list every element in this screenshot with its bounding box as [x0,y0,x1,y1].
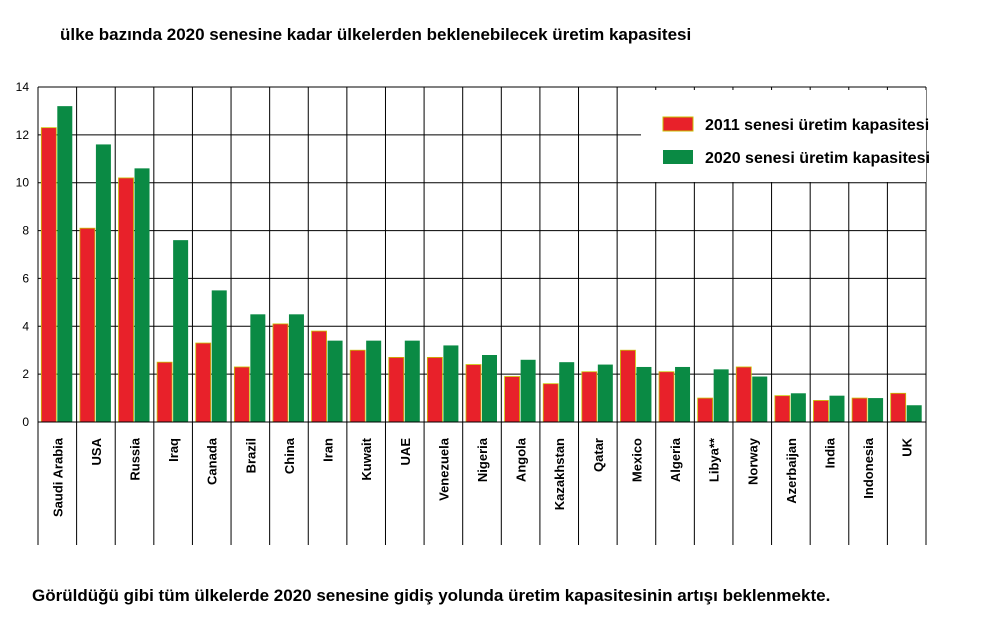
x-tick-label: UK [900,437,915,456]
bar-2011-iraq [156,361,173,423]
bar-2020-kazakhstan [559,362,575,422]
x-tick-label: Kuwait [359,437,374,480]
caption-text: Görüldüğü gibi tüm ülkelerde 2020 senesi… [32,586,831,605]
bar-2020-india [829,395,845,422]
bar-2011-china [272,323,289,423]
x-axis-ticks: Saudi Arabia USA Russia Iraq Canada Brazil Chi… [50,437,914,517]
bar-2011-azerbaijan [774,395,791,423]
bar-2020-canada [211,290,227,422]
bar-2020-libya- [713,369,729,422]
x-tick-label: China [282,437,297,474]
bar-2011-mexico [620,349,636,423]
bar-2011-uk [890,392,907,423]
bar-2011-indonesia [851,397,868,423]
bar-2020-uae [404,340,420,422]
bar-2011-iran [311,330,327,423]
bar-2020-venezuela [443,345,459,422]
bar-2011-norway [735,366,752,423]
legend-swatch-2011 [662,116,694,132]
x-tick-label: Venezuela [436,437,451,501]
x-tick-label: Algeria [668,437,683,482]
bar-2020-azerbaijan [790,393,806,422]
bar-2020-qatar [597,364,613,422]
x-tick-label: India [822,437,837,468]
y-tick-label: 10 [16,176,30,190]
y-tick-label: 4 [22,319,29,333]
bar-2020-usa [95,144,111,422]
bar-2011-brazil [233,366,250,423]
bar-2011-nigeria [465,364,482,423]
bar-2011-venezuela [426,356,443,423]
x-tick-label: Norway [745,437,760,485]
x-tick-label: Kazakhstan [552,438,567,510]
bar-2011-libya- [697,397,714,423]
bar-2011-qatar [581,371,598,423]
bar-2011-canada [195,342,212,423]
bars [40,106,922,423]
bar-2020-algeria [675,366,691,422]
x-tick-label: Azerbaijan [784,438,799,504]
axes [37,87,926,545]
bar-2020-indonesia [868,398,884,422]
y-tick-label: 12 [16,128,30,142]
legend-label-2011: 2011 senesi üretim kapasitesi [705,117,929,134]
bar-2011-angola [504,376,521,423]
x-tick-label: Iran [321,438,336,462]
bar-2011-russia [118,177,134,423]
bar-2020-nigeria [482,355,497,422]
bar-2020-kuwait [366,340,382,422]
bar-2011-uae [388,356,405,423]
x-tick-label: Russia [128,437,143,480]
x-tick-label: UAE [398,438,413,466]
x-tick-label: Angola [514,437,529,482]
x-tick-label: Mexico [629,438,644,482]
bar-2020-saudi-arabia [57,106,73,423]
x-tick-label: Iraq [166,438,181,462]
x-tick-label: Qatar [591,438,606,472]
bar-2020-angola [520,359,536,422]
chart-title: ülke bazında 2020 senesine kadar ülkeler… [60,25,692,44]
bar-2020-mexico [636,366,652,422]
y-tick-label: 6 [22,271,29,285]
y-tick-label: 14 [16,80,30,94]
x-tick-label: Libya** [707,437,722,482]
bar-2011-kazakhstan [542,383,559,423]
bar-2020-uk [906,405,922,422]
x-tick-label: Nigeria [475,437,490,482]
y-tick-label: 0 [22,415,29,429]
bar-2020-russia [134,168,150,422]
x-tick-label: Canada [205,437,220,485]
bar-2011-saudi-arabia [40,127,57,423]
x-tick-label: Saudi Arabia [50,437,65,517]
bar-2020-iran [327,340,343,422]
bar-2011-kuwait [349,349,366,423]
bar-2011-algeria [658,371,675,423]
x-tick-label: Brazil [243,438,258,473]
bar-2011-india [813,400,829,423]
y-tick-label: 8 [22,224,29,238]
y-tick-label: 2 [22,367,29,381]
bar-2020-brazil [250,314,266,422]
bar-2011-usa [79,227,96,423]
legend: 2011 senesi üretim kapasitesi 2020 senes… [641,90,930,182]
legend-label-2020: 2020 senesi üretim kapasitesi [705,150,930,167]
legend-box [641,90,926,182]
bar-2020-china [288,314,304,422]
x-tick-label: Indonesia [861,437,876,498]
bar-2020-norway [752,376,768,422]
x-tick-label: USA [89,437,104,465]
legend-swatch-2020 [663,150,693,164]
y-axis-ticks: 0 2 4 6 8 10 12 14 [16,80,30,429]
bar-2020-iraq [173,240,189,422]
